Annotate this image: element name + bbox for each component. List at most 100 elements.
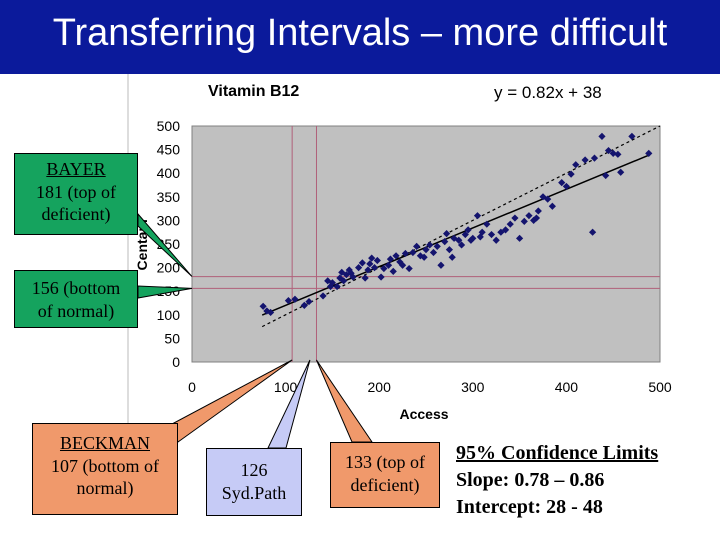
data-point-45: [437, 261, 445, 269]
callout-sydpath-value: 126: [240, 460, 268, 480]
data-point-10: [326, 282, 335, 291]
data-point-34: [399, 261, 407, 269]
y-tick-label-500: 500: [157, 118, 181, 134]
data-point-81: [589, 228, 597, 236]
data-point-26: [373, 256, 381, 265]
data-point-84: [602, 171, 610, 180]
data-point-8: [324, 277, 332, 285]
data-point-2: [267, 308, 275, 317]
data-point-35: [401, 249, 410, 258]
data-point-37: [409, 248, 417, 257]
data-point-31: [389, 267, 397, 275]
data-point-69: [525, 212, 533, 220]
data-point-29: [384, 261, 393, 269]
data-point-9: [328, 279, 336, 287]
data-point-22: [364, 266, 372, 274]
data-point-78: [567, 170, 575, 178]
data-point-18: [349, 273, 357, 281]
data-point-28: [380, 264, 388, 273]
data-point-67: [516, 234, 524, 242]
data-point-80: [581, 156, 589, 164]
data-point-38: [413, 242, 421, 250]
data-point-87: [614, 150, 622, 158]
callout-beckman-value: 107 (bottom of: [51, 455, 159, 476]
confidence-limits: 95% Confidence Limits Slope: 0.78 – 0.86…: [456, 440, 658, 521]
data-point-43: [429, 248, 438, 257]
data-point-88: [617, 168, 625, 176]
data-point-59: [478, 228, 486, 236]
callout-bayer-value: 181 (top of: [36, 181, 116, 202]
data-point-82: [590, 154, 599, 162]
slide-title: Transferring Intervals – more difficult: [52, 12, 668, 54]
data-point-14: [340, 277, 348, 285]
data-point-23: [366, 260, 374, 268]
data-point-64: [501, 226, 510, 234]
y-tick-label-350: 350: [157, 189, 181, 205]
callout-top-deficient-line1: 133 (top of: [345, 452, 425, 472]
data-point-83: [598, 132, 606, 140]
chart-title: Vitamin B12: [208, 83, 299, 100]
y-tick-label-0: 0: [172, 354, 180, 370]
data-point-27: [377, 273, 385, 281]
data-point-54: [464, 226, 472, 234]
identity-line: [261, 125, 661, 328]
data-point-56: [469, 234, 477, 242]
callout-top-deficient: 133 (top of deficient): [330, 442, 440, 508]
callout-bayer-bottom: 156 (bottom of normal): [14, 270, 138, 328]
data-point-68: [520, 217, 528, 225]
y-tick-label-400: 400: [157, 165, 181, 181]
data-point-76: [558, 179, 566, 187]
callout-bayer-bottom-line2: of normal): [37, 300, 115, 321]
confidence-intercept: Intercept: 28 - 48: [456, 496, 603, 518]
data-point-3: [284, 297, 293, 305]
trendline: [261, 154, 650, 316]
data-point-52: [457, 241, 466, 249]
confidence-heading: 95% Confidence Limits: [456, 442, 659, 464]
data-point-7: [319, 292, 327, 300]
y-tick-label-450: 450: [157, 142, 181, 158]
data-point-51: [455, 236, 463, 244]
y-tick-label-50: 50: [164, 330, 180, 346]
trendline-equation: y = 0.82x + 38: [494, 83, 602, 102]
data-point-5: [300, 301, 308, 309]
x-tick-label-0: 0: [188, 379, 196, 395]
data-point-0: [259, 302, 267, 310]
data-point-85: [604, 146, 613, 155]
data-point-57: [473, 212, 482, 220]
data-point-21: [361, 274, 369, 282]
x-tick-label-300: 300: [461, 379, 485, 395]
x-tick-label-400: 400: [555, 379, 579, 395]
callout-bayer: BAYER 181 (top of deficient): [14, 153, 138, 235]
x-axis-label: Access: [399, 406, 448, 422]
x-tick-label-500: 500: [648, 379, 672, 395]
data-point-90: [645, 149, 653, 157]
data-point-47: [442, 230, 451, 238]
callout-bayer-pointer: [137, 212, 193, 277]
data-point-72: [534, 207, 542, 215]
data-point-36: [405, 264, 413, 273]
callout-sydpath-label: Syd.Path: [221, 482, 287, 503]
callout-beckman-desc: normal): [76, 478, 134, 498]
data-point-6: [305, 297, 313, 306]
data-point-19: [355, 264, 363, 272]
data-point-79: [572, 161, 580, 169]
data-point-42: [426, 241, 434, 249]
data-point-58: [476, 233, 484, 241]
data-point-62: [492, 236, 500, 244]
y-tick-label-300: 300: [157, 212, 181, 228]
data-point-30: [386, 255, 395, 263]
data-point-16: [345, 266, 353, 274]
x-tick-label-200: 200: [368, 379, 392, 395]
callout-bayer-desc: deficient): [41, 204, 111, 224]
callout-beckman-name: BECKMAN: [59, 433, 150, 453]
data-point-41: [422, 246, 430, 254]
confidence-slope: Slope: 0.78 – 0.86: [456, 469, 605, 491]
y-tick-label-200: 200: [157, 260, 181, 276]
data-point-74: [544, 195, 552, 203]
callout-top-deficient-line2: deficient): [350, 474, 420, 495]
data-point-39: [416, 252, 424, 260]
callout-bayer-bottom-pointer: [137, 285, 193, 299]
data-point-66: [511, 214, 519, 222]
data-point-49: [448, 253, 456, 261]
